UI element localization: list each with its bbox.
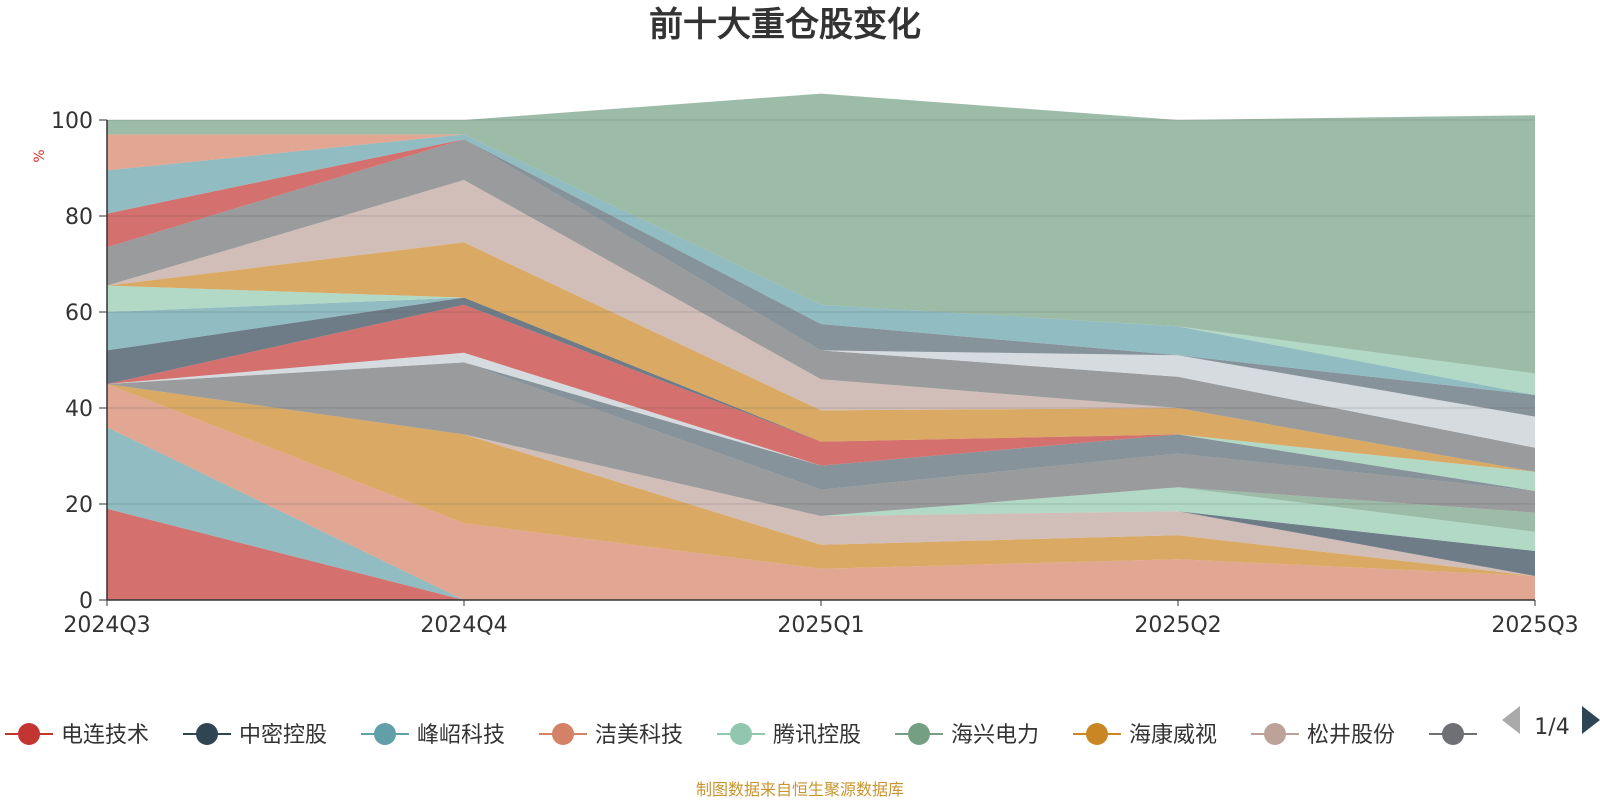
legend-label: 洁美科技 — [595, 723, 683, 748]
legend-marker-icon — [196, 723, 218, 745]
legend: 电连技术 中密控股 峰岹科技 洁美科技 腾讯控股 海兴电力 海康威视 松井股份 — [5, 723, 1477, 748]
grid-lines: 0 20 40 60 80 100 — [51, 109, 1535, 614]
legend-label: 中密控股 — [239, 723, 327, 748]
legend-label: 腾讯控股 — [773, 723, 861, 748]
legend-marker-icon — [908, 723, 930, 745]
legend-item[interactable]: 电连技术 — [5, 723, 149, 748]
y-tick-label: 60 — [65, 301, 93, 326]
legend-pager[interactable]: 1/4 — [1502, 706, 1600, 740]
area-series-19 — [107, 139, 1535, 448]
legend-label: 海康威视 — [1129, 723, 1217, 748]
area-series-1 — [107, 508, 1535, 600]
area-series-4 — [107, 384, 1535, 576]
legend-label: 海兴电力 — [951, 723, 1039, 748]
area-series-25 — [107, 93, 1535, 374]
legend-item[interactable]: 松井股份 — [1251, 723, 1395, 748]
legend-label: 电连技术 — [61, 723, 149, 748]
legend-item[interactable]: 腾讯控股 — [717, 723, 861, 748]
legend-marker-icon — [1442, 723, 1464, 745]
area-series-3 — [107, 384, 1535, 600]
area-series-15 — [107, 285, 1535, 491]
legend-marker-icon — [18, 723, 40, 745]
axes: 2024Q3 2024Q4 2025Q1 2025Q2 2025Q3 — [63, 120, 1579, 638]
legend-label: 松井股份 — [1307, 723, 1395, 748]
legend-item[interactable]: 海兴电力 — [895, 723, 1039, 748]
area-series-9 — [107, 362, 1535, 516]
y-axis-unit: % — [32, 149, 48, 162]
source-note: 制图数据来自恒生聚源数据库 — [696, 780, 904, 799]
x-tick-label: 2025Q1 — [777, 613, 864, 638]
area-series-16 — [107, 242, 1535, 472]
legend-item[interactable] — [1429, 723, 1477, 745]
y-tick-label: 0 — [79, 589, 93, 614]
y-tick-label: 80 — [65, 205, 93, 230]
y-tick-label: 20 — [65, 493, 93, 518]
x-tick-label: 2024Q3 — [63, 613, 150, 638]
area-series-7 — [107, 384, 1535, 551]
x-tick-label: 2024Q4 — [420, 613, 507, 638]
legend-label: 峰岹科技 — [417, 723, 505, 748]
legend-marker-icon — [1264, 723, 1286, 745]
legend-item[interactable]: 洁美科技 — [539, 723, 683, 748]
legend-marker-icon — [552, 723, 574, 745]
area-series-20 — [107, 139, 1535, 417]
plot-areas — [107, 93, 1535, 600]
area-series-5 — [107, 384, 1535, 576]
x-tick-label: 2025Q3 — [1491, 613, 1578, 638]
legend-item[interactable]: 海康威视 — [1073, 723, 1217, 748]
area-series-22 — [107, 134, 1535, 395]
area-series-14 — [107, 297, 1535, 491]
legend-page-indicator: 1/4 — [1534, 715, 1569, 740]
x-tick-label: 2025Q2 — [1134, 613, 1221, 638]
area-series-18 — [107, 139, 1535, 472]
legend-marker-icon — [374, 723, 396, 745]
y-tick-label: 40 — [65, 397, 93, 422]
legend-next-icon[interactable] — [1582, 706, 1600, 734]
y-tick-label: 100 — [51, 109, 93, 134]
legend-item[interactable]: 中密控股 — [183, 723, 327, 748]
legend-item[interactable]: 峰岹科技 — [361, 723, 505, 748]
area-series-12 — [107, 304, 1535, 491]
legend-marker-icon — [1086, 723, 1108, 745]
legend-marker-icon — [730, 723, 752, 745]
legend-prev-icon[interactable] — [1502, 706, 1520, 734]
chart-title: 前十大重仓股变化 — [649, 5, 921, 45]
